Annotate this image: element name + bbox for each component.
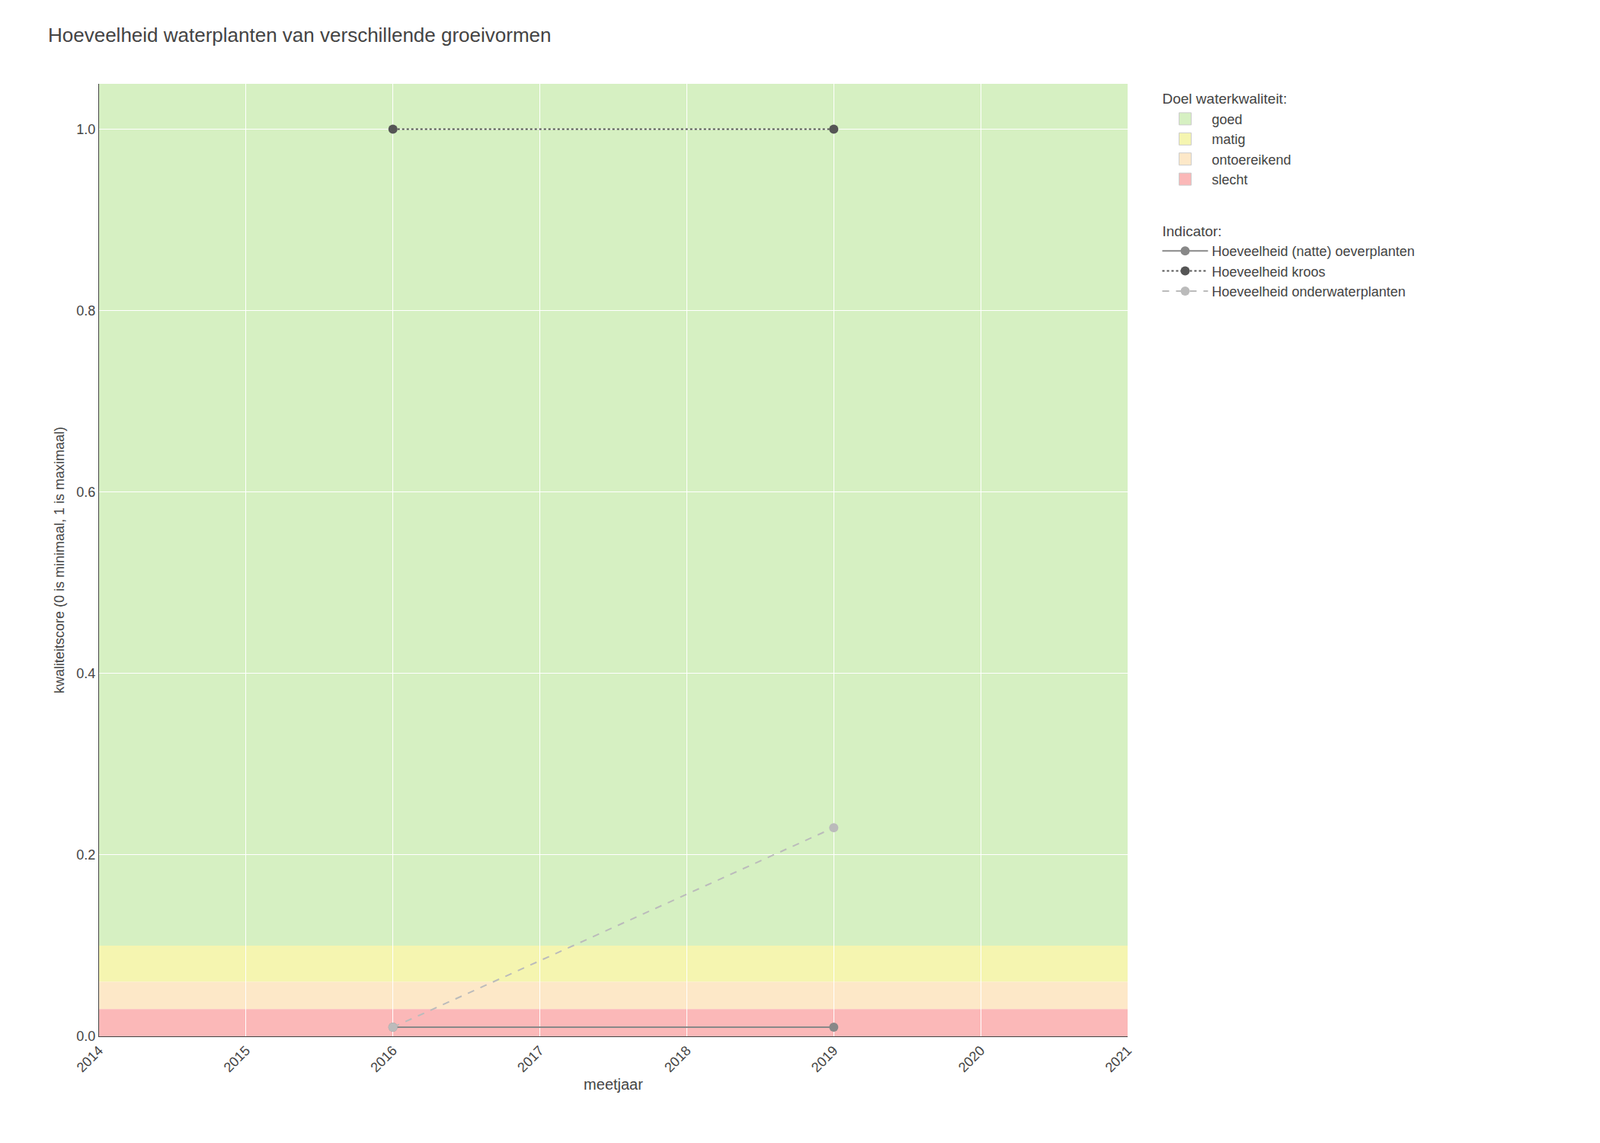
svg-text:ontoereikend: ontoereikend [1212,152,1292,168]
svg-text:2021: 2021 [1102,1043,1135,1076]
svg-text:1.0: 1.0 [76,121,96,138]
svg-text:2020: 2020 [955,1043,988,1076]
svg-text:matig: matig [1212,131,1246,148]
svg-text:slecht: slecht [1212,172,1248,188]
svg-text:0.2: 0.2 [76,847,96,863]
svg-text:meetjaar: meetjaar [583,1075,644,1093]
svg-text:0.6: 0.6 [76,484,96,500]
svg-text:Hoeveelheid (natte) oeverplant: Hoeveelheid (natte) oeverplanten [1212,243,1415,260]
svg-text:Indicator:: Indicator: [1162,223,1223,240]
svg-text:2018: 2018 [661,1043,694,1076]
svg-text:0.8: 0.8 [76,303,96,319]
svg-text:Doel waterkwaliteit:: Doel waterkwaliteit: [1162,90,1288,107]
svg-text:0.0: 0.0 [76,1028,96,1044]
svg-text:2015: 2015 [220,1043,253,1076]
svg-text:2014: 2014 [73,1043,106,1076]
svg-text:Hoeveelheid onderwaterplanten: Hoeveelheid onderwaterplanten [1212,284,1406,300]
svg-text:2019: 2019 [808,1043,841,1076]
svg-text:Hoeveelheid waterplanten van v: Hoeveelheid waterplanten van verschillen… [48,23,552,47]
svg-text:goed: goed [1212,112,1243,128]
svg-text:kwaliteitscore (0 is minimaal,: kwaliteitscore (0 is minimaal, 1 is maxi… [51,426,68,694]
svg-text:0.4: 0.4 [76,665,96,682]
svg-text:2016: 2016 [367,1043,400,1076]
svg-text:Hoeveelheid kroos: Hoeveelheid kroos [1212,264,1326,280]
svg-text:2017: 2017 [514,1043,547,1076]
